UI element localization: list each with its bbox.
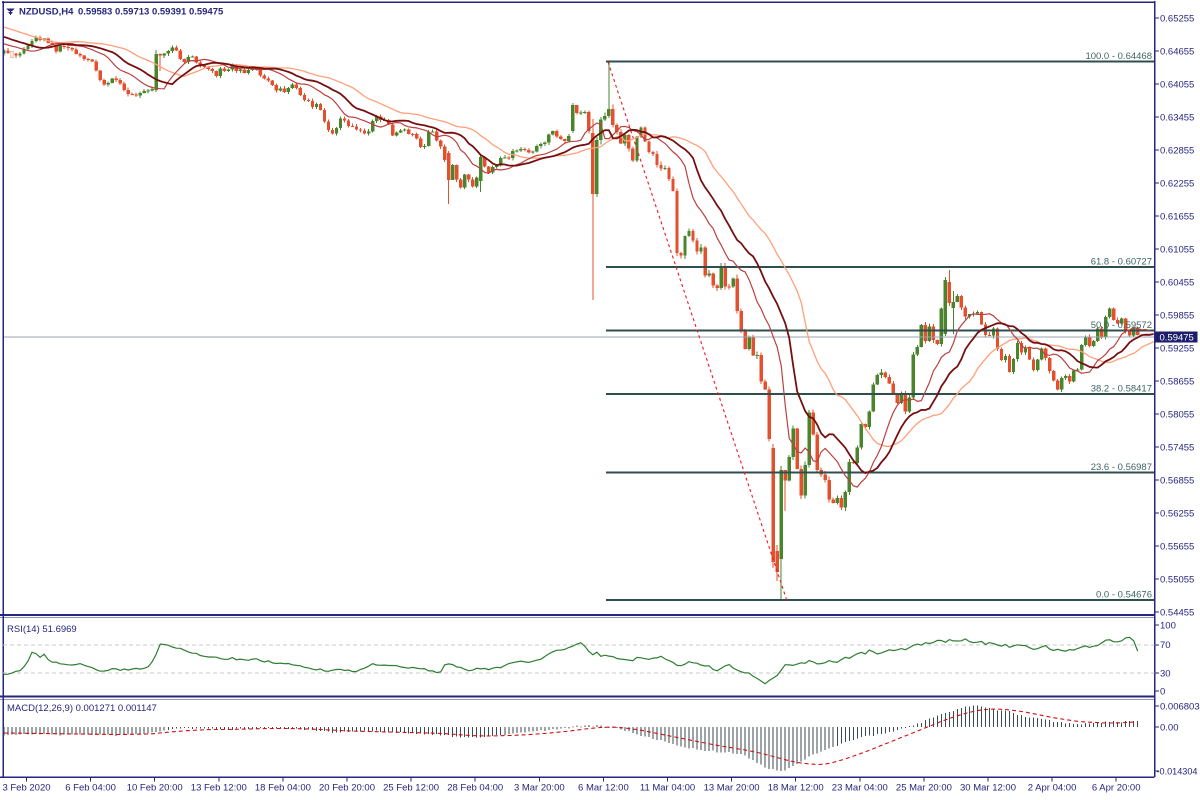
svg-text:0.61655: 0.61655 bbox=[1160, 211, 1194, 222]
svg-text:RSI(14) 51.6969: RSI(14) 51.6969 bbox=[7, 624, 77, 635]
svg-text:23.6 - 0.56987: 23.6 - 0.56987 bbox=[1091, 462, 1152, 473]
svg-text:0.60455: 0.60455 bbox=[1160, 277, 1194, 288]
svg-text:-0.014304: -0.014304 bbox=[1157, 766, 1198, 776]
svg-text:0.65255: 0.65255 bbox=[1160, 13, 1194, 24]
svg-text:0.55655: 0.55655 bbox=[1160, 541, 1194, 552]
svg-text:3 Feb 2020: 3 Feb 2020 bbox=[2, 783, 50, 794]
svg-text:11 Mar 04:00: 11 Mar 04:00 bbox=[640, 783, 695, 794]
svg-text:38.2 - 0.58417: 38.2 - 0.58417 bbox=[1091, 384, 1152, 395]
svg-text:0: 0 bbox=[1160, 686, 1165, 697]
svg-text:23 Mar 04:00: 23 Mar 04:00 bbox=[832, 783, 888, 794]
svg-text:0.59855: 0.59855 bbox=[1160, 310, 1194, 321]
svg-text:0.58055: 0.58055 bbox=[1160, 409, 1194, 420]
svg-text:100.0 - 0.64468: 100.0 - 0.64468 bbox=[1085, 51, 1152, 62]
svg-text:0.61055: 0.61055 bbox=[1160, 244, 1194, 255]
svg-text:13 Feb 12:00: 13 Feb 12:00 bbox=[191, 783, 247, 794]
svg-text:0.56255: 0.56255 bbox=[1160, 508, 1194, 519]
svg-text:70: 70 bbox=[1160, 640, 1171, 651]
svg-text:30: 30 bbox=[1160, 669, 1171, 680]
svg-text:6 Feb 04:00: 6 Feb 04:00 bbox=[65, 783, 116, 794]
svg-text:0.59583 0.59713 0.59391 0.5947: 0.59583 0.59713 0.59391 0.59475 bbox=[78, 7, 224, 18]
svg-text:10 Feb 20:00: 10 Feb 20:00 bbox=[127, 783, 183, 794]
svg-text:25 Mar 20:00: 25 Mar 20:00 bbox=[896, 783, 952, 794]
svg-text:0.55055: 0.55055 bbox=[1160, 574, 1194, 585]
svg-text:100: 100 bbox=[1160, 620, 1176, 631]
svg-text:30 Mar 12:00: 30 Mar 12:00 bbox=[960, 783, 1016, 794]
svg-text:MACD(12,26,9) 0.001271 0.00114: MACD(12,26,9) 0.001271 0.001147 bbox=[7, 703, 157, 714]
svg-text:0.54455: 0.54455 bbox=[1160, 607, 1194, 618]
svg-text:50.0 - 0.59572: 50.0 - 0.59572 bbox=[1091, 320, 1152, 331]
svg-text:0.006803: 0.006803 bbox=[1160, 701, 1200, 712]
svg-text:2 Apr 04:00: 2 Apr 04:00 bbox=[1028, 783, 1077, 794]
svg-text:6 Mar 12:00: 6 Mar 12:00 bbox=[578, 783, 629, 794]
svg-text:0.0 - 0.54676: 0.0 - 0.54676 bbox=[1096, 589, 1152, 600]
svg-text:0.00: 0.00 bbox=[1160, 722, 1179, 733]
svg-text:0.59475: 0.59475 bbox=[1160, 333, 1194, 344]
svg-text:13 Mar 20:00: 13 Mar 20:00 bbox=[704, 783, 760, 794]
svg-text:25 Feb 12:00: 25 Feb 12:00 bbox=[383, 783, 439, 794]
svg-text:0.62855: 0.62855 bbox=[1160, 145, 1194, 156]
svg-text:0.57455: 0.57455 bbox=[1160, 442, 1194, 453]
svg-text:0.63455: 0.63455 bbox=[1160, 112, 1194, 123]
svg-text:3 Mar 20:00: 3 Mar 20:00 bbox=[514, 783, 565, 794]
svg-text:0.64655: 0.64655 bbox=[1160, 46, 1194, 57]
svg-text:0.58655: 0.58655 bbox=[1160, 376, 1194, 387]
svg-text:20 Feb 20:00: 20 Feb 20:00 bbox=[319, 783, 375, 794]
svg-text:6 Apr 20:00: 6 Apr 20:00 bbox=[1092, 783, 1141, 794]
svg-text:28 Feb 04:00: 28 Feb 04:00 bbox=[447, 783, 503, 794]
svg-text:0.56855: 0.56855 bbox=[1160, 475, 1194, 486]
svg-text:NZDUSD,H4: NZDUSD,H4 bbox=[19, 7, 74, 18]
svg-text:18 Mar 12:00: 18 Mar 12:00 bbox=[768, 783, 824, 794]
svg-text:0.64055: 0.64055 bbox=[1160, 79, 1194, 90]
svg-text:0.59255: 0.59255 bbox=[1160, 343, 1194, 354]
svg-text:61.8 - 0.60727: 61.8 - 0.60727 bbox=[1091, 257, 1152, 268]
svg-text:0.62255: 0.62255 bbox=[1160, 178, 1194, 189]
svg-text:18 Feb 04:00: 18 Feb 04:00 bbox=[255, 783, 311, 794]
